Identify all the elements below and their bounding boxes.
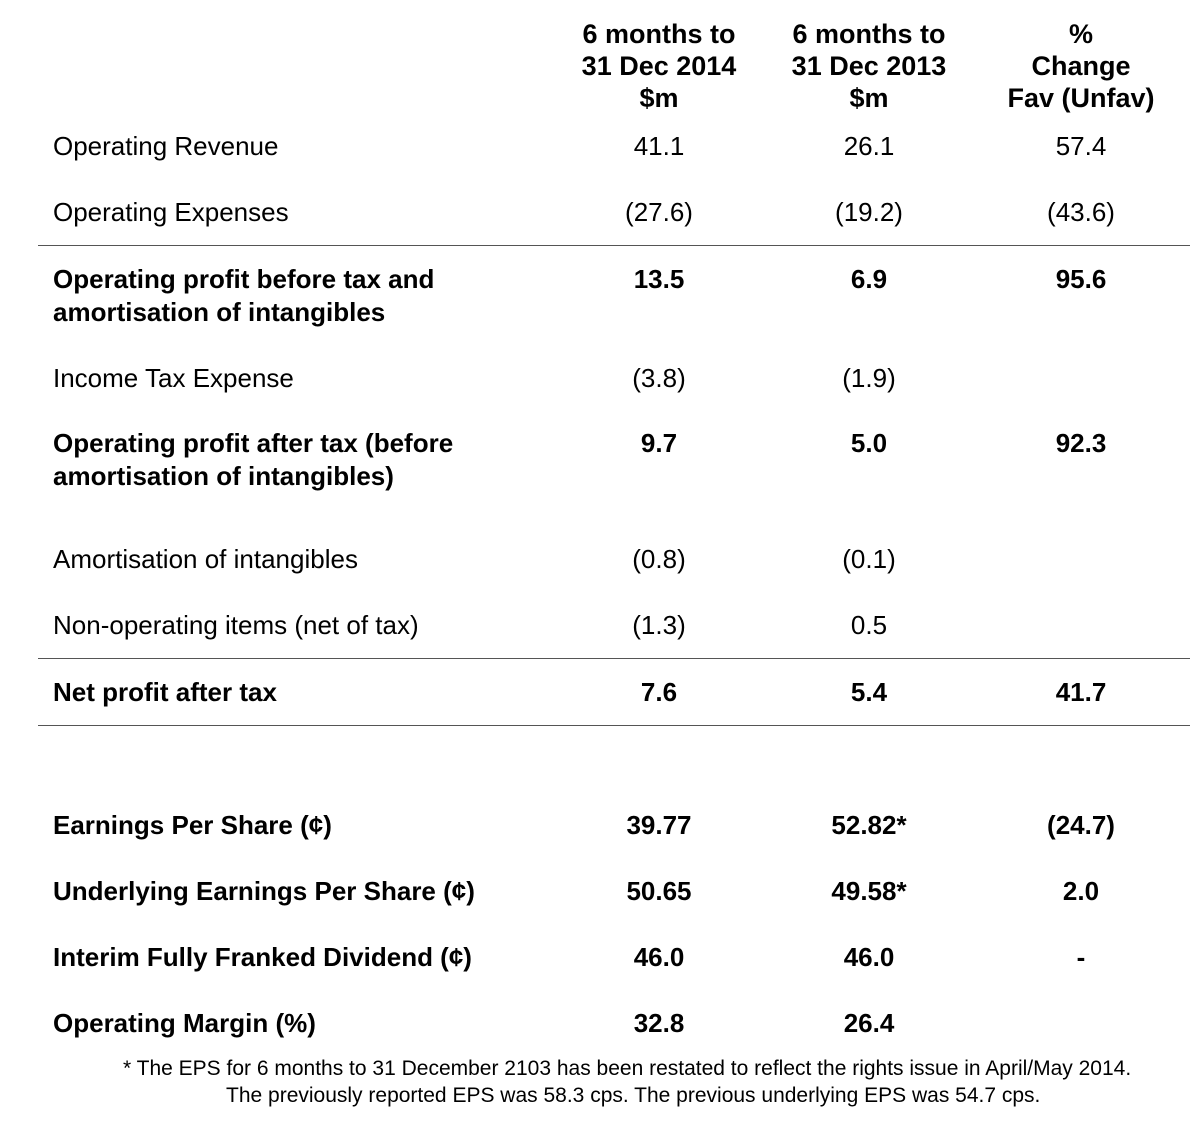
row-label: Earnings Per Share (¢) [53, 810, 332, 840]
column-header-line: $m [849, 83, 889, 113]
value-change: 41.7 [1055, 677, 1107, 707]
row-label: Non-operating items (net of tax) [53, 610, 419, 640]
column-header-line: Change [1031, 51, 1131, 81]
column-header-change: % Change Fav (Unfav) [981, 18, 1181, 114]
value-2014: 9.7 [640, 428, 678, 458]
row-label-line: Operating profit after tax (before [53, 428, 454, 458]
value-change: 95.6 [1055, 264, 1107, 294]
value-2014: (27.6) [625, 197, 693, 227]
value-change: 57.4 [1055, 131, 1107, 161]
value-2013: 49.58* [831, 876, 907, 906]
column-header-line: 6 months to [792, 19, 946, 49]
divider [38, 245, 1190, 246]
divider [38, 658, 1190, 659]
row-label: Operating Expenses [53, 197, 289, 227]
value-2014: 32.8 [633, 1008, 685, 1038]
value-2013: 0.5 [850, 610, 888, 640]
column-header-2014: 6 months to 31 Dec 2014 $m [559, 18, 759, 114]
value-change: 92.3 [1055, 428, 1107, 458]
value-2014: 41.1 [633, 131, 685, 161]
row-label: Income Tax Expense [53, 363, 294, 393]
row-label: Operating profit before tax and amortisa… [53, 263, 434, 329]
value-2014: 13.5 [633, 264, 685, 294]
value-2014: 50.65 [626, 876, 692, 906]
value-2013: 5.0 [850, 428, 888, 458]
footnote-line: The previously reported EPS was 58.3 cps… [226, 1084, 1041, 1107]
column-header-line: Fav (Unfav) [1007, 83, 1155, 113]
value-change: 2.0 [1062, 876, 1100, 906]
row-label-line: Operating profit before tax and [53, 264, 435, 294]
column-header-line: 31 Dec 2014 [581, 51, 737, 81]
row-label: Operating Revenue [53, 131, 279, 161]
row-label: Amortisation of intangibles [53, 544, 358, 574]
value-2013: 26.1 [843, 131, 895, 161]
value-2014: (0.8) [632, 544, 686, 574]
column-header-line: 6 months to [582, 19, 736, 49]
value-2013: 52.82* [831, 810, 907, 840]
value-change: - [1076, 942, 1086, 972]
row-label: Operating Margin (%) [53, 1008, 316, 1038]
value-2013: (1.9) [842, 363, 896, 393]
row-label: Operating profit after tax (before amort… [53, 427, 453, 493]
footnote-line: * The EPS for 6 months to 31 December 21… [123, 1057, 1132, 1080]
value-2013: (0.1) [842, 544, 896, 574]
value-2013: 46.0 [843, 942, 895, 972]
column-header-line: 31 Dec 2013 [791, 51, 947, 81]
value-2013: (19.2) [835, 197, 903, 227]
value-change: (43.6) [1047, 197, 1115, 227]
value-2014: (1.3) [632, 610, 686, 640]
value-2014: 46.0 [633, 942, 685, 972]
column-header-line: $m [639, 83, 679, 113]
row-label: Interim Fully Franked Dividend (¢) [53, 942, 472, 972]
value-2013: 5.4 [850, 677, 888, 707]
value-2013: 26.4 [843, 1008, 895, 1038]
row-label-line: amortisation of intangibles) [53, 461, 394, 491]
column-header-2013: 6 months to 31 Dec 2013 $m [769, 18, 969, 114]
value-change: (24.7) [1047, 810, 1115, 840]
row-label-line: amortisation of intangibles [53, 297, 386, 327]
value-2014: 7.6 [640, 677, 678, 707]
value-2014: (3.8) [632, 363, 686, 393]
divider [38, 725, 1190, 726]
value-2013: 6.9 [850, 264, 888, 294]
column-header-line: % [1068, 19, 1093, 49]
value-2014: 39.77 [626, 810, 692, 840]
row-label: Underlying Earnings Per Share (¢) [53, 876, 475, 906]
row-label: Net profit after tax [53, 677, 277, 707]
